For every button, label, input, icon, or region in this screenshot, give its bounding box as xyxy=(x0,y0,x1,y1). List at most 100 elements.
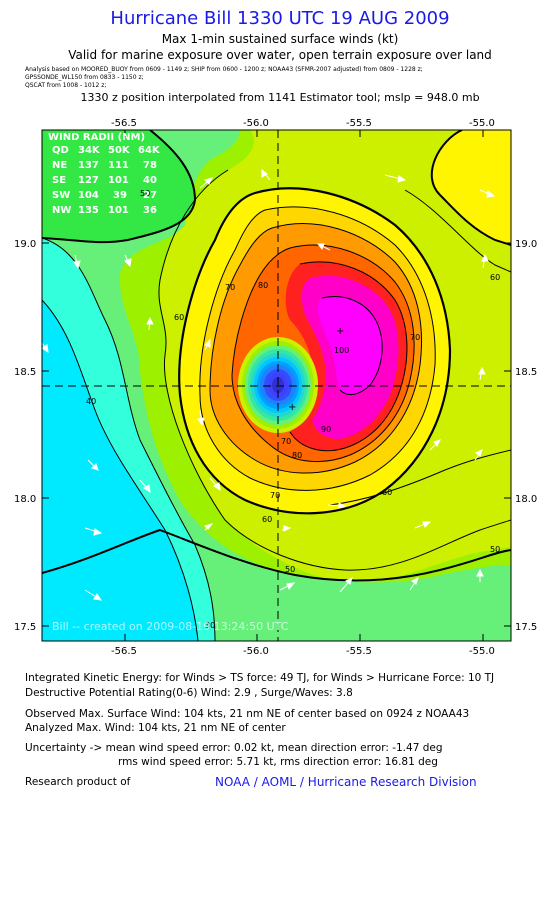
creation-watermark: Bill -- created on 2009-08-19 13:24:50 U… xyxy=(52,620,289,633)
contour-label: 90 xyxy=(321,425,331,434)
wind-arrow xyxy=(481,253,489,269)
contour-line-70 xyxy=(199,206,436,491)
wind-arrow xyxy=(209,477,221,492)
analysis-sources: QSCAT from 1008 - 1012 z; xyxy=(25,82,107,89)
radii-header-64k: 64K xyxy=(138,145,161,156)
contour-line-50 xyxy=(42,130,197,244)
x-tick-label-top: -55.5 xyxy=(346,118,372,129)
wind-arrow xyxy=(327,502,347,509)
contour-line-60-se xyxy=(329,449,511,506)
y-tick-label-left: 18.0 xyxy=(14,494,36,505)
y-tick-label-left: 17.5 xyxy=(14,622,36,633)
contour-label: 50 xyxy=(490,545,500,554)
tick-labels: -56.5 -56.0 -55.5 -55.0 -56.5 -56.0 -55.… xyxy=(14,118,537,655)
wind-arrow xyxy=(414,521,432,529)
uncertainty-line-2: rms wind speed error: 5.71 kt, rms direc… xyxy=(118,756,438,768)
analysis-sources: GPSSONDE_WL150 from 0833 - 1150 z; xyxy=(25,74,144,81)
x-tick-label-bottom: -55.5 xyxy=(346,646,372,655)
wind-arrow xyxy=(474,449,483,461)
contour-label: 60 xyxy=(382,488,392,497)
contour-line-90 xyxy=(289,261,408,452)
wind-arrow xyxy=(42,342,49,354)
contour-line-75 xyxy=(209,223,423,474)
contour-label: 50 xyxy=(285,565,295,574)
contour-line-30 xyxy=(42,237,216,641)
wind-arrow xyxy=(339,577,353,593)
contour-fill-nw xyxy=(42,130,195,243)
contour-label: 30 xyxy=(205,621,215,630)
radii-row-quadrant: NE xyxy=(52,160,67,171)
radii-row-64k: 78 xyxy=(143,160,157,171)
contour-fill-100plus xyxy=(317,296,383,395)
uncertainty-line-1: Uncertainty -> mean wind speed error: 0.… xyxy=(25,742,443,754)
contour-label: 60 xyxy=(262,515,272,524)
wind-radii-title: WIND RADII (NM) xyxy=(48,132,145,143)
x-tick-label-bottom: -56.0 xyxy=(243,646,269,655)
contour-line-80 xyxy=(231,244,415,463)
wind-arrow xyxy=(204,523,214,531)
max-wind-marker: + xyxy=(336,326,344,337)
y-tick-label-right: 18.5 xyxy=(515,367,537,378)
radii-header-qd: QD xyxy=(52,145,69,156)
contour-label: 80 xyxy=(292,451,302,460)
center-marker: + xyxy=(288,402,296,413)
wind-arrow xyxy=(199,177,213,189)
dpr-line: Destructive Potential Rating(0-6) Wind: … xyxy=(25,687,353,699)
contour-label: 60 xyxy=(490,273,500,282)
wind-arrow xyxy=(84,527,103,536)
research-org: NOAA / AOML / Hurricane Research Divisio… xyxy=(215,775,477,789)
observed-max-line: Observed Max. Surface Wind: 104 kts, 21 … xyxy=(25,708,470,720)
y-tick-label-left: 18.5 xyxy=(14,367,36,378)
contour-labels: 30 40 50 50 50 60 60 60 60 70 70 70 70 8… xyxy=(86,189,500,630)
contour-fill-lt30 xyxy=(42,300,198,641)
wind-arrow xyxy=(261,168,271,181)
y-tick-label-right: 17.5 xyxy=(515,622,537,633)
position-note: 1330 z position interpolated from 1141 E… xyxy=(80,91,480,104)
contour-line-60 xyxy=(158,169,511,571)
center-crosshair xyxy=(42,130,511,641)
radii-header-34k: 34K xyxy=(78,145,101,156)
wind-vectors xyxy=(42,168,496,601)
contour-label: 60 xyxy=(174,313,184,322)
radii-row-34k: 104 xyxy=(78,190,99,201)
x-tick-label-top: -56.5 xyxy=(111,118,137,129)
wind-arrow xyxy=(197,409,205,427)
contour-line-64 xyxy=(178,187,452,515)
wind-arrow xyxy=(478,366,486,381)
contour-label: 40 xyxy=(86,397,96,406)
x-tick-label-top: -56.0 xyxy=(243,118,269,129)
wind-radii-table: WIND RADII (NM) QD 34K 50K 64K NE 137 11… xyxy=(48,132,161,216)
wind-arrow xyxy=(73,254,81,270)
wind-arrow xyxy=(87,459,99,471)
contour-line-ne xyxy=(430,130,511,246)
chart-subtitle-exposure: Valid for marine exposure over water, op… xyxy=(68,48,492,62)
chart-title: Hurricane Bill 1330 UTC 19 AUG 2009 xyxy=(110,8,450,29)
wind-arrow xyxy=(146,316,154,331)
radii-row-34k: 137 xyxy=(78,160,99,171)
radii-row-50k: 111 xyxy=(108,160,129,171)
radii-row-50k: 101 xyxy=(108,205,129,216)
y-tick-label-right: 19.0 xyxy=(515,239,537,250)
y-tick-label-right: 18.0 xyxy=(515,494,537,505)
wind-contour-chart: 30 40 50 50 50 60 60 60 60 70 70 70 70 8… xyxy=(14,118,537,655)
radii-row-34k: 127 xyxy=(78,175,99,186)
research-label: Research product of xyxy=(25,776,131,788)
wind-arrow xyxy=(316,243,331,251)
radii-row-quadrant: SE xyxy=(52,175,66,186)
contour-line-40 xyxy=(42,299,199,641)
wind-arrow xyxy=(139,479,151,494)
contour-label: 100 xyxy=(334,346,349,355)
wind-arrow xyxy=(409,577,419,591)
ike-line: Integrated Kinetic Energy: for Winds > T… xyxy=(25,672,495,684)
wind-arrow xyxy=(279,582,296,591)
wind-arrow xyxy=(124,254,132,268)
contour-line-100 xyxy=(321,296,383,396)
wind-arrow xyxy=(84,589,103,601)
wind-arrow xyxy=(204,338,211,351)
axis-ticks xyxy=(42,130,511,641)
contour-label: 70 xyxy=(410,333,420,342)
contour-fill-se-patch xyxy=(42,589,67,629)
y-tick-label-left: 19.0 xyxy=(14,239,36,250)
contour-label: 70 xyxy=(270,491,280,500)
contour-label: 50 xyxy=(140,189,150,198)
